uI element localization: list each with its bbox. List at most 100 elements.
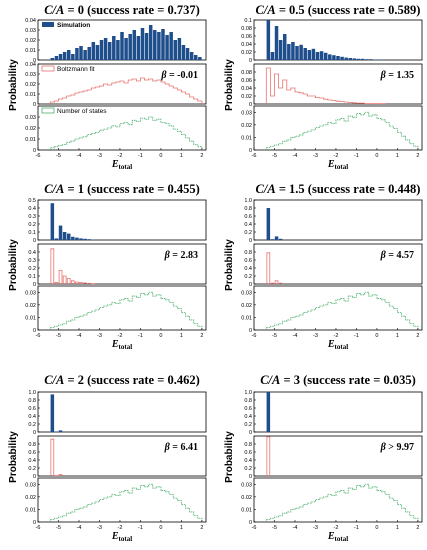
title-ratio: C/A bbox=[44, 373, 64, 387]
y-tick-label: 0.1 bbox=[28, 274, 36, 280]
panel-frame bbox=[253, 285, 423, 331]
bar bbox=[54, 238, 59, 240]
y-tick-label: 1.0 bbox=[244, 198, 252, 204]
y-tick-label: 0.6 bbox=[28, 406, 36, 412]
x-tick-label: -1 bbox=[138, 525, 143, 531]
x-axis-main: E bbox=[111, 339, 119, 350]
y-tick-label: 0.3 bbox=[28, 258, 36, 264]
x-tick-label: 1 bbox=[396, 525, 399, 531]
y-tick-label: 0 bbox=[33, 282, 36, 288]
bar bbox=[173, 40, 178, 60]
y-tick-label: 0.03 bbox=[25, 28, 36, 34]
x-tick-label: -1 bbox=[354, 333, 359, 339]
x-tick-label: -2 bbox=[334, 525, 339, 531]
step-series bbox=[265, 67, 386, 104]
y-tick-label: 0.6 bbox=[244, 214, 252, 220]
y-tick-label: 0 bbox=[249, 328, 252, 334]
bar bbox=[340, 56, 344, 60]
bar bbox=[307, 50, 312, 60]
bar bbox=[189, 52, 194, 60]
y-tick-label: 0.2 bbox=[244, 422, 252, 428]
chart-3: C/A = 1.5 (success rate = 0.448)00.20.40… bbox=[224, 182, 423, 351]
legend-swatch bbox=[41, 65, 55, 72]
bar bbox=[107, 42, 112, 60]
bar bbox=[50, 58, 55, 60]
x-tick-label: -5 bbox=[272, 153, 277, 159]
bar bbox=[58, 54, 63, 60]
panel-frame bbox=[37, 391, 207, 433]
x-tick-label: 2 bbox=[416, 525, 419, 531]
y-tick-label: 0.4 bbox=[244, 266, 252, 272]
x-tick-label: 0 bbox=[159, 333, 162, 339]
step-series bbox=[49, 483, 203, 522]
bar bbox=[58, 225, 63, 240]
bar bbox=[157, 32, 161, 60]
step-series bbox=[50, 438, 63, 476]
bar bbox=[165, 35, 169, 60]
x-tick-label: -1 bbox=[138, 153, 143, 159]
x-tick-label: -6 bbox=[36, 153, 41, 159]
y-tick-label: 0 bbox=[249, 474, 252, 480]
panel-frame bbox=[37, 435, 207, 477]
x-axis-main: E bbox=[111, 531, 119, 542]
beta-value: = -0.01 bbox=[169, 70, 198, 81]
x-tick-label: -3 bbox=[313, 333, 318, 339]
bar bbox=[66, 233, 71, 240]
beta-symbol: β bbox=[380, 250, 389, 261]
title-rest: = 0.5 (success rate = 0.589) bbox=[276, 3, 421, 17]
x-tick-label: -5 bbox=[56, 525, 61, 531]
x-axis-sub: total bbox=[335, 535, 349, 543]
step-series bbox=[50, 248, 96, 285]
chart-title: C/A = 0 (success rate = 0.737) bbox=[44, 3, 200, 17]
x-tick-label: 0 bbox=[375, 525, 378, 531]
title-ratio: C/A bbox=[256, 3, 276, 17]
chart-4: C/A = 2 (success rate = 0.462) 0 0.2 0.4 0.6… bbox=[8, 373, 207, 543]
bar bbox=[62, 232, 67, 240]
y-tick-label: 0.02 bbox=[25, 82, 36, 88]
legend-swatch bbox=[42, 22, 54, 27]
bar bbox=[185, 48, 190, 60]
x-tick-label: -4 bbox=[77, 153, 82, 159]
y-tick-label: 0 bbox=[249, 238, 252, 244]
y-tick-label: 0.03 bbox=[241, 290, 252, 296]
y-axis-label: Probability bbox=[8, 431, 19, 483]
y-tick-label: 0 bbox=[33, 520, 36, 526]
panel-boltzmann: 0 0.2 0.4 0.6 0.8 β = 6.41 bbox=[28, 435, 207, 480]
beta-value: = 2.83 bbox=[172, 250, 198, 261]
y-tick-label: 0.8 bbox=[28, 442, 36, 448]
x-axis-label: Etotal bbox=[327, 531, 348, 543]
x-tick-label: -2 bbox=[118, 525, 123, 531]
y-tick-label: 0 bbox=[33, 58, 36, 64]
y-tick-label: 0.1 bbox=[28, 230, 36, 236]
y-tick-label: 0.02 bbox=[25, 495, 36, 501]
x-tick-label: -2 bbox=[118, 153, 123, 159]
bar bbox=[50, 394, 55, 432]
y-tick-label: 0 bbox=[33, 238, 36, 244]
step-series bbox=[49, 77, 203, 104]
bar bbox=[75, 237, 79, 240]
y-tick-label: 0.01 bbox=[25, 137, 36, 143]
bar bbox=[148, 25, 153, 60]
x-tick-label: -6 bbox=[36, 333, 41, 339]
y-tick-label: 0.01 bbox=[25, 48, 36, 54]
panel-states: 0 0.01 0.02 0.03 -6 -5 -4 -3 -2 -1 0 1 2 Etotal bbox=[241, 477, 423, 543]
x-tick-label: -6 bbox=[252, 333, 257, 339]
step-series bbox=[265, 111, 419, 150]
y-tick-label: 0.6 bbox=[244, 406, 252, 412]
y-tick-label: 0.4 bbox=[244, 414, 252, 420]
bar bbox=[291, 42, 295, 60]
bar bbox=[83, 238, 87, 240]
bar bbox=[124, 38, 128, 60]
step-series bbox=[265, 291, 419, 330]
panel-frame bbox=[253, 391, 423, 433]
panel-frame bbox=[37, 243, 207, 285]
bar bbox=[116, 40, 120, 60]
y-tick-label: 0.01 bbox=[25, 316, 36, 322]
y-tick-label: 0.03 bbox=[25, 482, 36, 488]
bar bbox=[71, 54, 75, 60]
beta-value: = 1.35 bbox=[388, 70, 414, 81]
x-tick-label: 0 bbox=[375, 153, 378, 159]
title-rest: = 1 (success rate = 0.455) bbox=[64, 182, 199, 196]
beta-symbol: β bbox=[164, 250, 173, 261]
bar bbox=[58, 430, 63, 432]
